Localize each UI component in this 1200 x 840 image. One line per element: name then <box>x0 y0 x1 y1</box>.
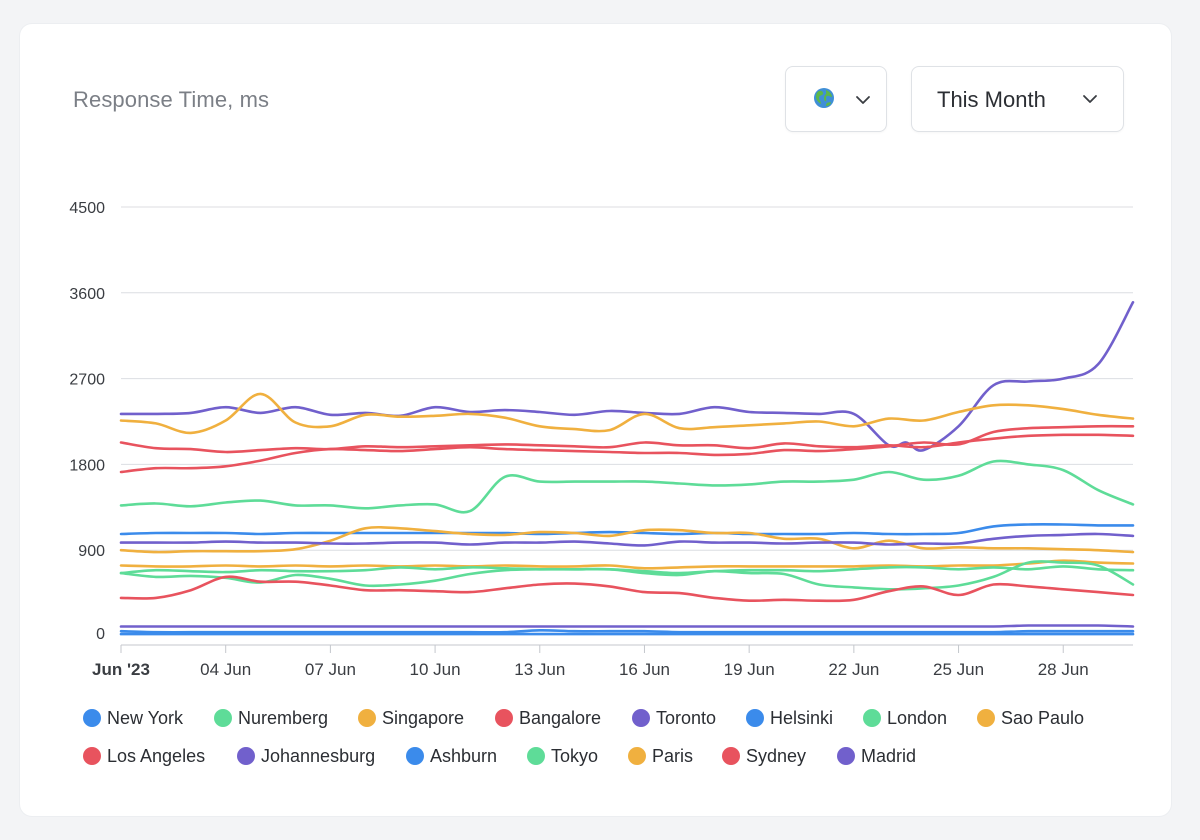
series-line <box>119 532 1135 547</box>
period-dropdown-label: This Month <box>937 87 1046 112</box>
legend-label: New York <box>107 708 184 728</box>
x-tick-label: 13 Jun <box>514 660 565 679</box>
legend-swatch <box>495 709 513 727</box>
series-line <box>119 424 1135 474</box>
series-line <box>119 628 1135 634</box>
y-tick-label: 900 <box>78 543 105 560</box>
legend-swatch <box>83 709 101 727</box>
legend-label: Sao Paulo <box>1001 708 1085 728</box>
legend-swatch <box>237 747 255 765</box>
series-line <box>119 575 1135 603</box>
x-tick-label: 07 Jun <box>305 660 356 679</box>
legend-label: Tokyo <box>551 746 599 766</box>
legend-swatch <box>214 709 232 727</box>
axis-layer: 4500 3600 2700 1800 900 0 Jun '23 04 Jun 07 Jun 1… <box>69 200 1133 679</box>
x-tick-label: 22 Jun <box>828 660 879 679</box>
legend-swatch <box>628 747 646 765</box>
region-dropdown[interactable] <box>785 66 887 132</box>
chart-title: Response Time, ms <box>73 87 270 112</box>
legend-label: Helsinki <box>770 708 834 728</box>
x-tick-label: 19 Jun <box>724 660 775 679</box>
y-tick-label: 4500 <box>69 200 105 217</box>
legend-label: London <box>887 708 948 728</box>
legend-swatch <box>746 709 764 727</box>
x-tick-label: 25 Jun <box>933 660 984 679</box>
series-layer <box>119 301 1135 636</box>
legend-swatch <box>863 709 881 727</box>
legend-label: Los Angeles <box>107 746 206 766</box>
response-time-card: Response Time, ms This Month <box>20 24 1171 816</box>
x-tick-label: 10 Jun <box>410 660 461 679</box>
series-line <box>119 433 1135 454</box>
series-line <box>119 301 1135 452</box>
legend-swatch <box>358 709 376 727</box>
legend-swatch <box>83 747 101 765</box>
legend-label: Ashburn <box>430 746 498 766</box>
y-tick-label: 3600 <box>69 286 105 303</box>
y-tick-label: 2700 <box>69 372 105 389</box>
globe-icon <box>814 88 834 108</box>
period-dropdown[interactable]: This Month <box>911 66 1124 132</box>
legend-label: Singapore <box>382 708 465 728</box>
legend-swatch <box>977 709 995 727</box>
legend-label: Madrid <box>861 746 917 766</box>
series-line <box>119 392 1135 435</box>
legend-swatch <box>722 747 740 765</box>
legend-swatch <box>406 747 424 765</box>
legend-label: Toronto <box>656 708 717 728</box>
legend-label: Paris <box>652 746 694 766</box>
legend-label: Nuremberg <box>238 708 329 728</box>
chevron-down-icon <box>856 96 870 104</box>
series-line <box>119 459 1135 514</box>
legend-label: Sydney <box>746 746 807 766</box>
grid-layer <box>121 206 1133 551</box>
series-line <box>119 624 1135 628</box>
x-tick-label: 28 Jun <box>1038 660 1089 679</box>
x-tick-label: Jun '23 <box>92 660 150 679</box>
y-tick-label: 0 <box>96 626 105 643</box>
series-line <box>119 560 1135 591</box>
legend-label: Bangalore <box>519 708 602 728</box>
legend-label: Johannesburg <box>261 746 376 766</box>
legend-swatch <box>632 709 650 727</box>
x-tick-label: 04 Jun <box>200 660 251 679</box>
series-line <box>119 525 1135 554</box>
y-tick-label: 1800 <box>69 457 105 474</box>
series-line <box>119 559 1135 570</box>
x-tick-label: 16 Jun <box>619 660 670 679</box>
legend-swatch <box>527 747 545 765</box>
chevron-down-icon <box>1083 95 1097 103</box>
legend-swatch <box>837 747 855 765</box>
